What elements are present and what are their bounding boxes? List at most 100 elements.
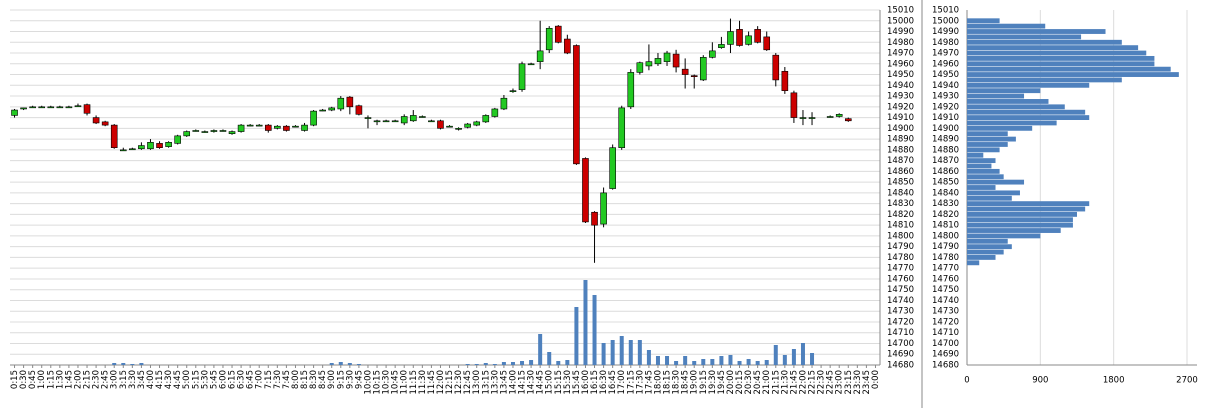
volume-bar (347, 363, 352, 365)
candle-body (437, 120, 444, 129)
candle-body (264, 124, 272, 131)
candle-body (400, 116, 408, 124)
x-tick-label: 12:15 (445, 370, 455, 395)
candle-body (228, 131, 236, 135)
y-tick-label: 15010 (887, 6, 914, 16)
y-tick-label: 14780 (932, 253, 959, 263)
y-tick-label: 14740 (887, 296, 914, 306)
profile-bar (967, 206, 1086, 212)
x-tick-label: 0:30 (19, 370, 29, 389)
candle-body (274, 125, 281, 129)
profile-bar (967, 55, 1155, 61)
x-tick-label: 13:30 (490, 370, 500, 395)
candle-body (301, 124, 308, 131)
volume-bar (130, 364, 135, 365)
candle-body (183, 131, 191, 137)
candle-body (428, 120, 435, 123)
x-tick-label: 7:15 (264, 370, 274, 389)
candle-body (129, 148, 136, 151)
candle-body (464, 123, 471, 128)
candle-body (446, 125, 453, 128)
profile-bar (967, 120, 1057, 126)
x-tick-label: 16:30 (599, 370, 609, 395)
candle-body (681, 68, 689, 75)
profile-bar (967, 50, 1147, 56)
volume-bar (674, 361, 679, 365)
x-tick-label: 22:00 (798, 370, 808, 395)
y-tick-label: 15000 (887, 16, 914, 26)
candle-body (600, 192, 607, 225)
x-tick-label: 8:30 (309, 370, 319, 389)
x-tick-label: 23:00 (835, 370, 845, 395)
y-tick-label: 14810 (932, 221, 959, 231)
x-tick-label: 0:15 (10, 370, 20, 389)
candle-body (654, 58, 662, 65)
volume-bar (637, 340, 642, 365)
candle-body (727, 31, 734, 45)
volume-bar (520, 361, 525, 365)
candle-body (74, 105, 82, 108)
x-tick-label: 2:45 (101, 370, 111, 389)
y-tick-label: 14960 (887, 59, 914, 69)
y-tick-label: 14910 (932, 113, 959, 123)
y-tick-label: 14940 (887, 81, 914, 91)
profile-bar (967, 163, 992, 169)
candle-body (609, 147, 616, 189)
y-tick-label: 14690 (887, 350, 914, 360)
profile-bar (967, 249, 1004, 255)
candle-body (92, 117, 100, 124)
x-tick-label: 3:45 (137, 370, 147, 389)
x-tick-label: 8:45 (318, 370, 328, 389)
x-tick-label: 23:30 (853, 370, 863, 395)
y-tick-label: 14880 (932, 145, 959, 155)
x-tick-label: 12:00 (436, 370, 446, 395)
profile-bar (967, 88, 1041, 94)
volume-bar (692, 361, 697, 365)
x-tick-label: 18:45 (681, 370, 691, 395)
volume-bar (746, 359, 751, 365)
profile-bar (967, 195, 1012, 201)
x-tick-label: 7:45 (282, 370, 292, 389)
x-tick-label: 10:15 (373, 370, 383, 395)
candle-body (292, 125, 299, 128)
candle-body (373, 120, 381, 123)
x-tick-label: 3:15 (119, 370, 129, 389)
candle-body (419, 116, 426, 118)
y-tick-label: 14720 (932, 317, 959, 327)
profile-bar (967, 72, 1179, 77)
y-tick-label: 14860 (932, 167, 959, 177)
y-tick-label: 15010 (932, 6, 959, 16)
x-tick-label: 6:45 (246, 370, 256, 389)
candle-body (564, 38, 571, 54)
profile-bar (967, 260, 980, 266)
candle-body (509, 90, 517, 92)
volume-bar (719, 356, 724, 365)
volume-bar (601, 343, 606, 365)
x-tick-label: 12:45 (463, 370, 473, 395)
candle-body (799, 117, 807, 119)
x-tick-label: 4:15 (155, 370, 165, 389)
volume-bar (800, 343, 805, 365)
x-tick-label: 19:00 (690, 370, 700, 395)
x-tick-label: 1:45 (64, 370, 74, 389)
y-tick-label: 14870 (932, 156, 959, 166)
x-tick-label: 23:45 (862, 370, 872, 395)
candle-body (844, 118, 852, 122)
candle-body (346, 96, 354, 108)
candle-body (491, 108, 499, 117)
candle-body (699, 57, 707, 81)
x-tick-label: 20:00 (726, 370, 736, 395)
y-tick-label: 14820 (932, 210, 959, 220)
x-tick-label: 6:00 (218, 370, 228, 389)
x-tick-label: 21:00 (762, 370, 772, 395)
y-tick-label: 14730 (887, 307, 914, 317)
x-tick-label: 11:15 (409, 370, 419, 395)
y-tick-label: 14930 (932, 92, 959, 102)
y-tick-label: 14860 (887, 167, 914, 177)
x-tick-label: 9:30 (345, 370, 355, 389)
y-tick-label: 14740 (932, 296, 959, 306)
volume-bar (773, 345, 778, 365)
x-tick-label: 15:00 (545, 370, 555, 395)
y-tick-label: 14980 (887, 38, 914, 48)
x-tick-label: 15:45 (572, 370, 582, 395)
